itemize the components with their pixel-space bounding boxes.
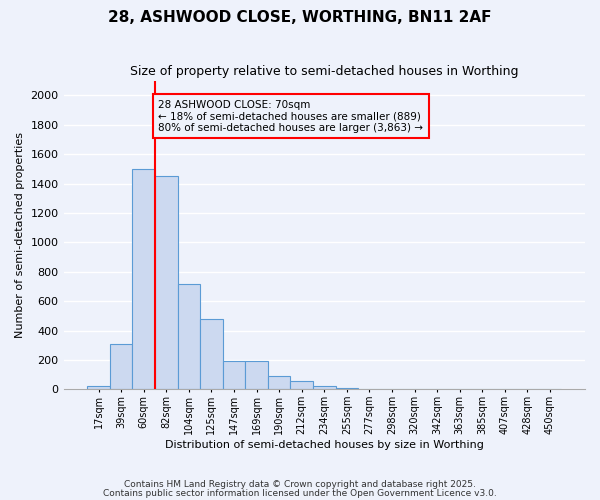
Bar [358, 388, 381, 390]
Bar [200, 319, 223, 390]
Bar [245, 360, 268, 390]
Bar [223, 360, 245, 390]
Title: Size of property relative to semi-detached houses in Worthing: Size of property relative to semi-detach… [130, 65, 518, 78]
Y-axis label: Number of semi-detached properties: Number of semi-detached properties [15, 132, 25, 338]
Bar [133, 169, 155, 390]
Bar [290, 382, 313, 390]
Bar [87, 386, 110, 390]
Text: 28, ASHWOOD CLOSE, WORTHING, BN11 2AF: 28, ASHWOOD CLOSE, WORTHING, BN11 2AF [108, 10, 492, 25]
Bar [313, 386, 335, 390]
Bar [178, 284, 200, 390]
Text: 28 ASHWOOD CLOSE: 70sqm
← 18% of semi-detached houses are smaller (889)
80% of s: 28 ASHWOOD CLOSE: 70sqm ← 18% of semi-de… [158, 100, 424, 133]
Bar [110, 344, 133, 390]
Text: Contains HM Land Registry data © Crown copyright and database right 2025.: Contains HM Land Registry data © Crown c… [124, 480, 476, 489]
X-axis label: Distribution of semi-detached houses by size in Worthing: Distribution of semi-detached houses by … [165, 440, 484, 450]
Bar [155, 176, 178, 390]
Bar [335, 388, 358, 390]
Bar [268, 376, 290, 390]
Text: Contains public sector information licensed under the Open Government Licence v3: Contains public sector information licen… [103, 488, 497, 498]
